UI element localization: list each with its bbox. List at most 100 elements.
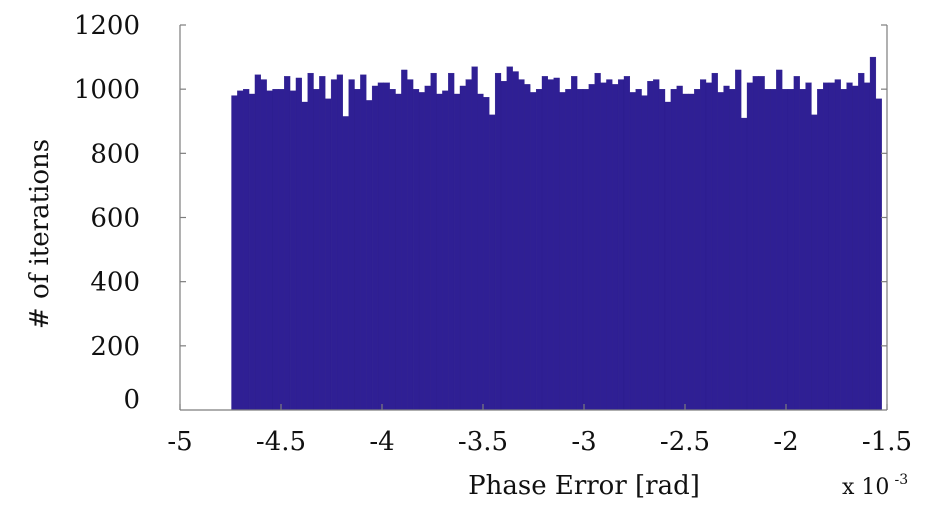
histogram-bar <box>746 82 754 411</box>
histogram-bar <box>635 89 642 411</box>
histogram-bar <box>617 79 625 411</box>
histogram-bar <box>348 79 355 411</box>
histogram-bar <box>764 89 771 411</box>
histogram-bar <box>653 79 660 411</box>
histogram-bar <box>623 76 631 411</box>
histogram-bar <box>787 89 795 411</box>
histogram-bar <box>489 114 496 411</box>
histogram-bar <box>494 72 502 411</box>
histogram-bar <box>483 97 490 411</box>
x-tick-label: -4 <box>369 427 394 457</box>
x-tick-label: -3 <box>571 427 596 457</box>
histogram-bar <box>401 69 408 411</box>
y-tick-label: 200 <box>90 332 140 362</box>
histogram-bar <box>852 85 859 411</box>
histogram-bar <box>717 92 724 411</box>
histogram-bar <box>571 76 578 411</box>
x-tick-label: -5 <box>167 427 192 457</box>
histogram-bar <box>243 89 250 411</box>
histogram-bar <box>237 90 244 411</box>
histogram-bar <box>840 89 847 411</box>
histogram-bar <box>389 89 396 411</box>
x-tick-label: -2.5 <box>660 427 710 457</box>
y-tick-label: 800 <box>90 139 140 169</box>
histogram-bar <box>811 114 818 411</box>
histogram-bar <box>535 89 543 411</box>
histogram-bar <box>319 76 326 411</box>
histogram-bar <box>752 76 759 411</box>
histogram-bar <box>553 77 560 411</box>
histogram-bar <box>782 89 789 411</box>
histogram-bar <box>875 98 882 411</box>
histogram-bar <box>664 101 672 411</box>
histogram-bar <box>758 76 765 411</box>
histogram-bar <box>459 85 466 411</box>
x-tick-label: -4.5 <box>256 427 306 457</box>
histogram-bar <box>670 89 677 411</box>
histogram-bar <box>424 85 431 411</box>
histogram-bar <box>518 79 525 411</box>
x-tick-label: -2 <box>773 427 798 457</box>
y-tick-label: 0 <box>123 385 140 415</box>
histogram-bar <box>729 89 736 411</box>
histogram-bar <box>284 76 291 411</box>
x-axis-exponent: x 10 -3 <box>842 472 908 500</box>
histogram-bar <box>559 92 566 411</box>
histogram-bar <box>366 100 373 411</box>
histogram-bar <box>647 80 654 411</box>
histogram-bar <box>289 90 297 411</box>
histogram-bar <box>606 79 613 411</box>
y-tick-label: 1000 <box>74 75 140 105</box>
y-tick-label: 600 <box>90 204 140 234</box>
histogram-bar <box>278 89 285 411</box>
histogram-bar <box>694 89 701 411</box>
histogram-bar <box>658 89 666 411</box>
histogram-bar <box>629 92 636 411</box>
histogram-bar <box>330 79 338 411</box>
y-tick-label: 400 <box>90 268 140 298</box>
histogram-bar <box>342 116 349 411</box>
histogram-bar <box>407 79 414 411</box>
histogram-bar <box>582 89 589 411</box>
histogram-bar <box>453 93 461 411</box>
histogram-bar <box>869 56 877 411</box>
x-tick-label: -1.5 <box>862 427 912 457</box>
histogram-bar <box>524 84 531 411</box>
histogram-bar <box>272 89 279 411</box>
histogram-bar <box>301 101 308 411</box>
y-axis-ticks: 0 200 400 600 800 1000 1200 <box>74 11 887 415</box>
histogram-bar <box>817 89 824 411</box>
histogram-bar <box>600 82 607 411</box>
histogram-bar <box>325 98 332 411</box>
histogram-bar <box>858 72 865 411</box>
x-axis-exponent-base: x 10 <box>842 475 889 500</box>
histogram-bar <box>682 93 689 411</box>
histogram-bar <box>442 90 449 411</box>
histogram-bar <box>741 117 748 411</box>
y-axis-title: # of iterations <box>25 139 55 329</box>
histogram-bar <box>711 72 718 411</box>
histogram-bar <box>248 93 256 411</box>
histogram-bar <box>735 69 742 411</box>
histogram-bar <box>828 82 836 411</box>
y-tick-label: 1200 <box>74 11 140 41</box>
histogram-bar <box>266 90 273 411</box>
histogram-bar <box>336 74 343 411</box>
x-axis-exponent-power: -3 <box>895 472 909 488</box>
histogram-bar <box>612 84 619 411</box>
histogram-bar <box>354 89 361 411</box>
histogram-bar <box>793 76 800 411</box>
histogram-bar <box>377 82 384 411</box>
histogram-bar <box>576 89 584 411</box>
histogram-bar <box>448 72 455 411</box>
histogram-bar <box>295 77 302 411</box>
histogram-bar <box>700 79 707 411</box>
histogram-bar <box>776 69 783 411</box>
histogram-bar <box>360 74 367 411</box>
histogram-bar <box>723 85 730 411</box>
histogram-bar <box>430 72 437 411</box>
histogram-bar <box>823 82 830 411</box>
histogram-bar <box>805 82 812 411</box>
histogram-bar <box>395 93 402 411</box>
